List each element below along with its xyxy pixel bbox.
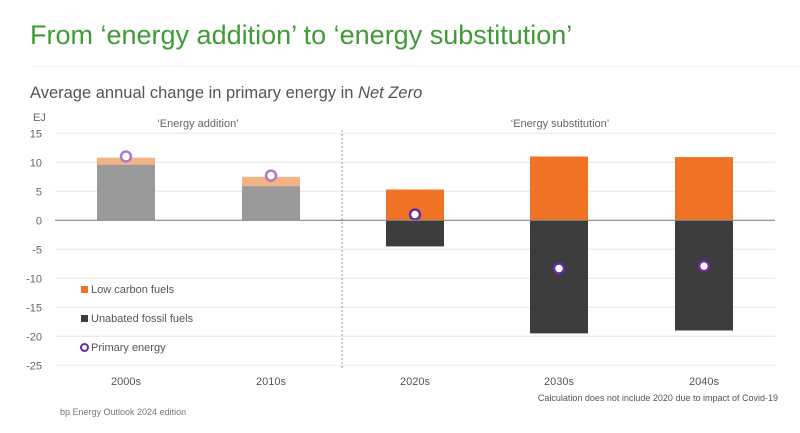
marker-primary-energy-2020s bbox=[408, 208, 422, 221]
slide-title: From ‘energy addition’ to ‘energy substi… bbox=[30, 20, 573, 50]
bar-fossil-2040s bbox=[675, 220, 733, 331]
legend-label: Low carbon fuels bbox=[91, 284, 175, 296]
legend-label: Unabated fossil fuels bbox=[91, 313, 194, 325]
footer-source: bp Energy Outlook 2024 edition bbox=[60, 407, 187, 417]
bar-fossil-2000s bbox=[97, 164, 155, 221]
x-tick-label: 2010s bbox=[256, 376, 286, 388]
y-tick-label: -5 bbox=[32, 244, 42, 256]
x-tick-label: 2030s bbox=[544, 376, 574, 388]
y-tick-label: 0 bbox=[36, 215, 42, 227]
bar-low-carbon-2040s bbox=[675, 157, 733, 221]
bar-low-carbon-2030s bbox=[530, 156, 588, 221]
subtitle-prefix: Average annual change in primary energy … bbox=[30, 84, 359, 102]
x-tick-label: 2000s bbox=[111, 376, 141, 388]
legend-label: Primary energy bbox=[91, 342, 166, 354]
marker-primary-energy-2010s bbox=[264, 169, 278, 182]
divider bbox=[30, 66, 800, 67]
marker-primary-energy-2040s bbox=[697, 259, 711, 273]
y-tick-label: -15 bbox=[26, 302, 42, 314]
chart-note: Calculation does not include 2020 due to… bbox=[537, 393, 778, 403]
y-tick-label: -10 bbox=[26, 273, 42, 285]
bar-fossil-2020s bbox=[386, 220, 444, 247]
y-tick-label: 10 bbox=[30, 157, 42, 169]
y-tick-label: 5 bbox=[36, 186, 42, 198]
x-tick-label: 2020s bbox=[400, 376, 430, 388]
section-label: ‘Energy substitution’ bbox=[511, 118, 609, 130]
y-tick-label: 15 bbox=[30, 128, 42, 140]
marker-primary-energy-2030s bbox=[552, 262, 566, 275]
subtitle-scenario: Net Zero bbox=[358, 84, 423, 102]
x-tick-label: 2040s bbox=[689, 376, 719, 388]
y-tick-label: -20 bbox=[26, 331, 42, 343]
marker-primary-energy-2000s bbox=[119, 150, 133, 163]
section-label: ‘Energy addition’ bbox=[157, 118, 238, 130]
chart-subtitle: Average annual change in primary energy … bbox=[30, 84, 422, 103]
legend-swatch-primary-energy bbox=[80, 343, 89, 352]
bar-fossil-2030s bbox=[530, 220, 588, 334]
legend-swatch-fossil bbox=[81, 315, 88, 322]
bar-fossil-2010s bbox=[242, 186, 300, 221]
legend-swatch-low-carbon bbox=[81, 286, 88, 293]
y-tick-label: -25 bbox=[26, 360, 42, 372]
y-axis-label: EJ bbox=[33, 112, 46, 124]
